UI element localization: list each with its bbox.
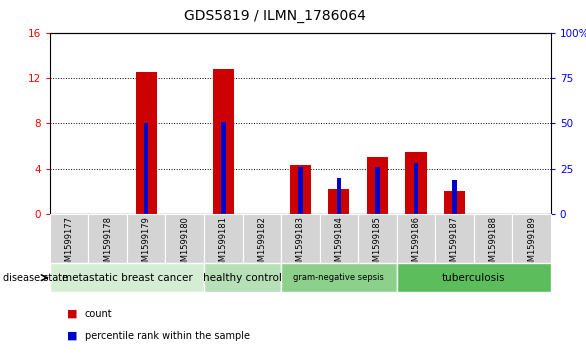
Bar <box>281 214 319 263</box>
Text: GDS5819 / ILMN_1786064: GDS5819 / ILMN_1786064 <box>185 9 366 23</box>
Text: tuberculosis: tuberculosis <box>442 273 506 283</box>
Bar <box>328 189 349 214</box>
Text: GSM1599184: GSM1599184 <box>335 216 343 272</box>
Bar <box>397 263 551 292</box>
Bar <box>397 214 435 263</box>
Text: GSM1599189: GSM1599189 <box>527 216 536 272</box>
Bar <box>367 158 388 214</box>
Text: gram-negative sepsis: gram-negative sepsis <box>294 273 384 282</box>
Bar <box>289 166 311 214</box>
Bar <box>221 122 226 214</box>
Text: healthy control: healthy control <box>203 273 282 283</box>
Bar <box>281 263 397 292</box>
Bar <box>243 214 281 263</box>
Text: GSM1599177: GSM1599177 <box>64 216 74 272</box>
Text: GSM1599186: GSM1599186 <box>411 216 420 272</box>
Text: GSM1599185: GSM1599185 <box>373 216 382 272</box>
Bar <box>127 214 165 263</box>
Text: GSM1599188: GSM1599188 <box>489 216 498 272</box>
Bar <box>165 214 204 263</box>
Text: GSM1599187: GSM1599187 <box>450 216 459 272</box>
Bar <box>336 178 341 214</box>
Bar <box>319 214 358 263</box>
Bar <box>213 69 234 214</box>
Bar <box>358 214 397 263</box>
Text: ■: ■ <box>67 309 78 319</box>
Text: ■: ■ <box>67 331 78 341</box>
Text: GSM1599182: GSM1599182 <box>257 216 266 272</box>
Text: count: count <box>85 309 113 319</box>
Bar <box>406 152 427 214</box>
Text: GSM1599183: GSM1599183 <box>296 216 305 272</box>
Bar <box>452 180 457 214</box>
Bar <box>444 192 465 214</box>
Bar <box>375 167 380 214</box>
Bar <box>512 214 551 263</box>
Text: GSM1599178: GSM1599178 <box>103 216 112 272</box>
Bar <box>204 214 243 263</box>
Bar <box>135 72 157 214</box>
Bar <box>144 123 148 214</box>
Text: GSM1599181: GSM1599181 <box>219 216 228 272</box>
Bar <box>204 263 281 292</box>
Text: metastatic breast cancer: metastatic breast cancer <box>62 273 192 283</box>
Bar <box>473 214 512 263</box>
Text: disease state: disease state <box>3 273 68 283</box>
Text: GSM1599179: GSM1599179 <box>142 216 151 272</box>
Text: percentile rank within the sample: percentile rank within the sample <box>85 331 250 341</box>
Bar <box>50 263 204 292</box>
Bar <box>414 163 418 214</box>
Bar <box>50 214 88 263</box>
Bar <box>298 167 302 214</box>
Bar <box>435 214 473 263</box>
Text: GSM1599180: GSM1599180 <box>180 216 189 272</box>
Bar <box>88 214 127 263</box>
